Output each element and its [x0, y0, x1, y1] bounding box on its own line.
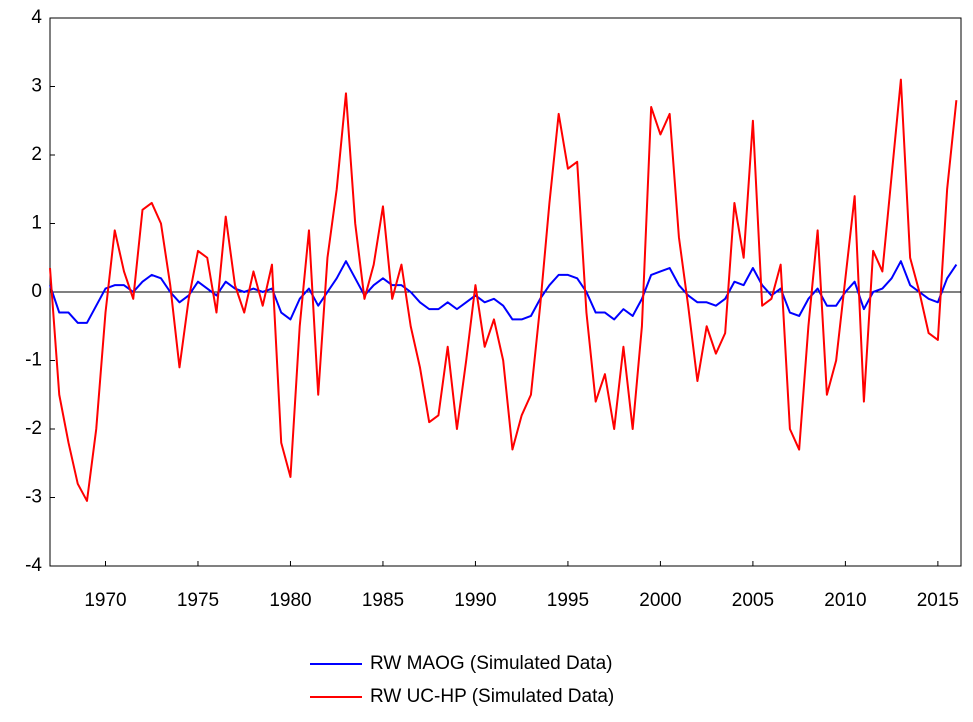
y-tick-label: -4: [25, 555, 42, 576]
y-tick-label: 1: [31, 213, 42, 234]
x-tick-label: 1990: [454, 590, 496, 611]
x-tick-label: 2000: [639, 590, 681, 611]
x-tick-label: 1980: [269, 590, 311, 611]
y-tick-label: -2: [25, 418, 42, 439]
y-tick-label: -3: [25, 487, 42, 508]
y-tick-label: -1: [25, 350, 42, 371]
y-tick-label: 3: [31, 76, 42, 97]
y-tick-label: 0: [31, 281, 42, 302]
x-tick-label: 2010: [824, 590, 866, 611]
y-tick-label: 4: [31, 7, 42, 28]
series-line: [49, 260, 958, 324]
legend-label: RW MAOG (Simulated Data): [370, 653, 612, 674]
x-tick-label: 2005: [732, 590, 774, 611]
x-tick-label: 1970: [84, 590, 126, 611]
legend-label: RW UC-HP (Simulated Data): [370, 686, 614, 707]
x-tick-label: 1995: [547, 590, 589, 611]
x-tick-label: 1975: [177, 590, 219, 611]
y-tick-label: 2: [31, 144, 42, 165]
x-tick-label: 2015: [917, 590, 959, 611]
series-line: [49, 78, 958, 502]
x-tick-label: 1985: [362, 590, 404, 611]
